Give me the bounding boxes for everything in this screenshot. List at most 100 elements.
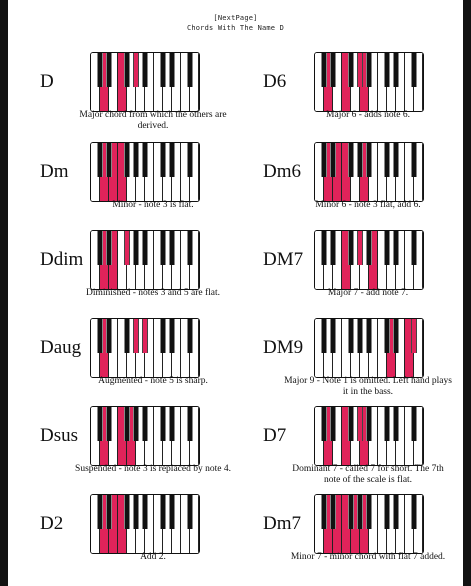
- page-header-link[interactable]: [NextPage]: [213, 14, 258, 22]
- chord-caption: Major 6 - adds note 6.: [326, 110, 410, 120]
- black-key: [330, 495, 336, 529]
- black-key: [169, 53, 175, 87]
- black-key: [160, 319, 166, 353]
- white-key: [190, 319, 199, 377]
- chord-caption: Major 9 - Note 1 is omitted. Left hand p…: [284, 376, 452, 397]
- black-key: [321, 143, 327, 177]
- white-key: [172, 53, 181, 111]
- white-key: [396, 143, 405, 201]
- black-key: [384, 231, 390, 265]
- black-key: [366, 319, 372, 353]
- black-key: [411, 53, 417, 87]
- black-key: [106, 231, 112, 265]
- chord-name: DM9: [263, 337, 304, 358]
- black-key: [142, 495, 148, 529]
- black-key: [384, 319, 390, 353]
- black-key: [142, 231, 148, 265]
- black-key: [348, 319, 354, 353]
- black-key: [142, 53, 148, 87]
- white-key: [396, 53, 405, 111]
- black-key: [393, 495, 399, 529]
- white-key: [414, 231, 423, 289]
- black-key: [169, 231, 175, 265]
- chord-keyboard-diagram: [90, 494, 200, 554]
- chord-caption: Major 7 - add note 7.: [327, 288, 409, 298]
- black-key: [393, 53, 399, 87]
- black-key: [133, 407, 139, 441]
- black-key: [348, 143, 354, 177]
- white-key: [396, 495, 405, 553]
- white-key: [414, 53, 423, 111]
- black-key: [348, 231, 354, 265]
- chord-keyboard-diagram: [90, 142, 200, 202]
- highlighted-black-key: [142, 319, 148, 353]
- white-key: [145, 53, 154, 111]
- black-key: [393, 231, 399, 265]
- black-key: [411, 231, 417, 265]
- black-key: [106, 407, 112, 441]
- white-key: [414, 407, 423, 465]
- black-key: [321, 231, 327, 265]
- black-key: [97, 231, 103, 265]
- white-key: [414, 319, 423, 377]
- highlighted-black-key: [357, 407, 363, 441]
- chord-name: D: [40, 71, 54, 92]
- chord-keyboard-diagram: [90, 230, 200, 290]
- black-key: [124, 53, 130, 87]
- black-key: [169, 495, 175, 529]
- chord-caption: Minor 6 - note 3 flat, add 6.: [315, 200, 421, 210]
- white-key: [145, 231, 154, 289]
- black-key: [97, 143, 103, 177]
- black-key: [124, 143, 130, 177]
- black-key: [330, 53, 336, 87]
- highlighted-black-key: [357, 231, 363, 265]
- black-key: [142, 143, 148, 177]
- white-key: [333, 407, 342, 465]
- white-key: [109, 407, 118, 465]
- white-key: [190, 407, 199, 465]
- black-key: [169, 319, 175, 353]
- white-key: [109, 319, 118, 377]
- chord-name: DM7: [263, 249, 304, 270]
- chord-keyboard-diagram: [314, 318, 424, 378]
- black-key: [384, 143, 390, 177]
- black-key: [348, 407, 354, 441]
- black-key: [106, 495, 112, 529]
- chord-caption: Major chord from which the others are de…: [79, 110, 227, 131]
- white-key: [414, 495, 423, 553]
- chord-name: D2: [40, 513, 64, 534]
- black-key: [321, 319, 327, 353]
- highlighted-black-key: [133, 53, 139, 87]
- chord-name: Daug: [40, 337, 82, 358]
- black-key: [160, 495, 166, 529]
- highlighted-black-key: [124, 231, 130, 265]
- black-key: [106, 143, 112, 177]
- chord-keyboard-diagram: [90, 406, 200, 466]
- chord-name: Ddim: [40, 249, 84, 270]
- highlighted-white-key: [109, 143, 118, 201]
- highlighted-black-key: [133, 319, 139, 353]
- black-key: [106, 53, 112, 87]
- black-key: [366, 53, 372, 87]
- highlighted-white-key: [109, 231, 118, 289]
- black-key: [393, 319, 399, 353]
- black-key: [142, 407, 148, 441]
- black-key: [187, 53, 193, 87]
- chord-keyboard-diagram: [90, 318, 200, 378]
- black-key: [366, 407, 372, 441]
- white-key: [396, 407, 405, 465]
- black-key: [330, 231, 336, 265]
- black-key: [357, 495, 363, 529]
- white-key: [396, 231, 405, 289]
- white-key: [145, 495, 154, 553]
- black-key: [160, 53, 166, 87]
- chord-caption: Diminished - notes 3 and 5 are flat.: [85, 288, 221, 298]
- chord-caption: Add 2.: [140, 552, 166, 562]
- black-key: [133, 143, 139, 177]
- black-key: [169, 143, 175, 177]
- white-key: [145, 143, 154, 201]
- white-key: [109, 53, 118, 111]
- chord-caption: Minor - note 3 is flat.: [112, 200, 194, 210]
- white-key: [145, 407, 154, 465]
- black-key: [133, 231, 139, 265]
